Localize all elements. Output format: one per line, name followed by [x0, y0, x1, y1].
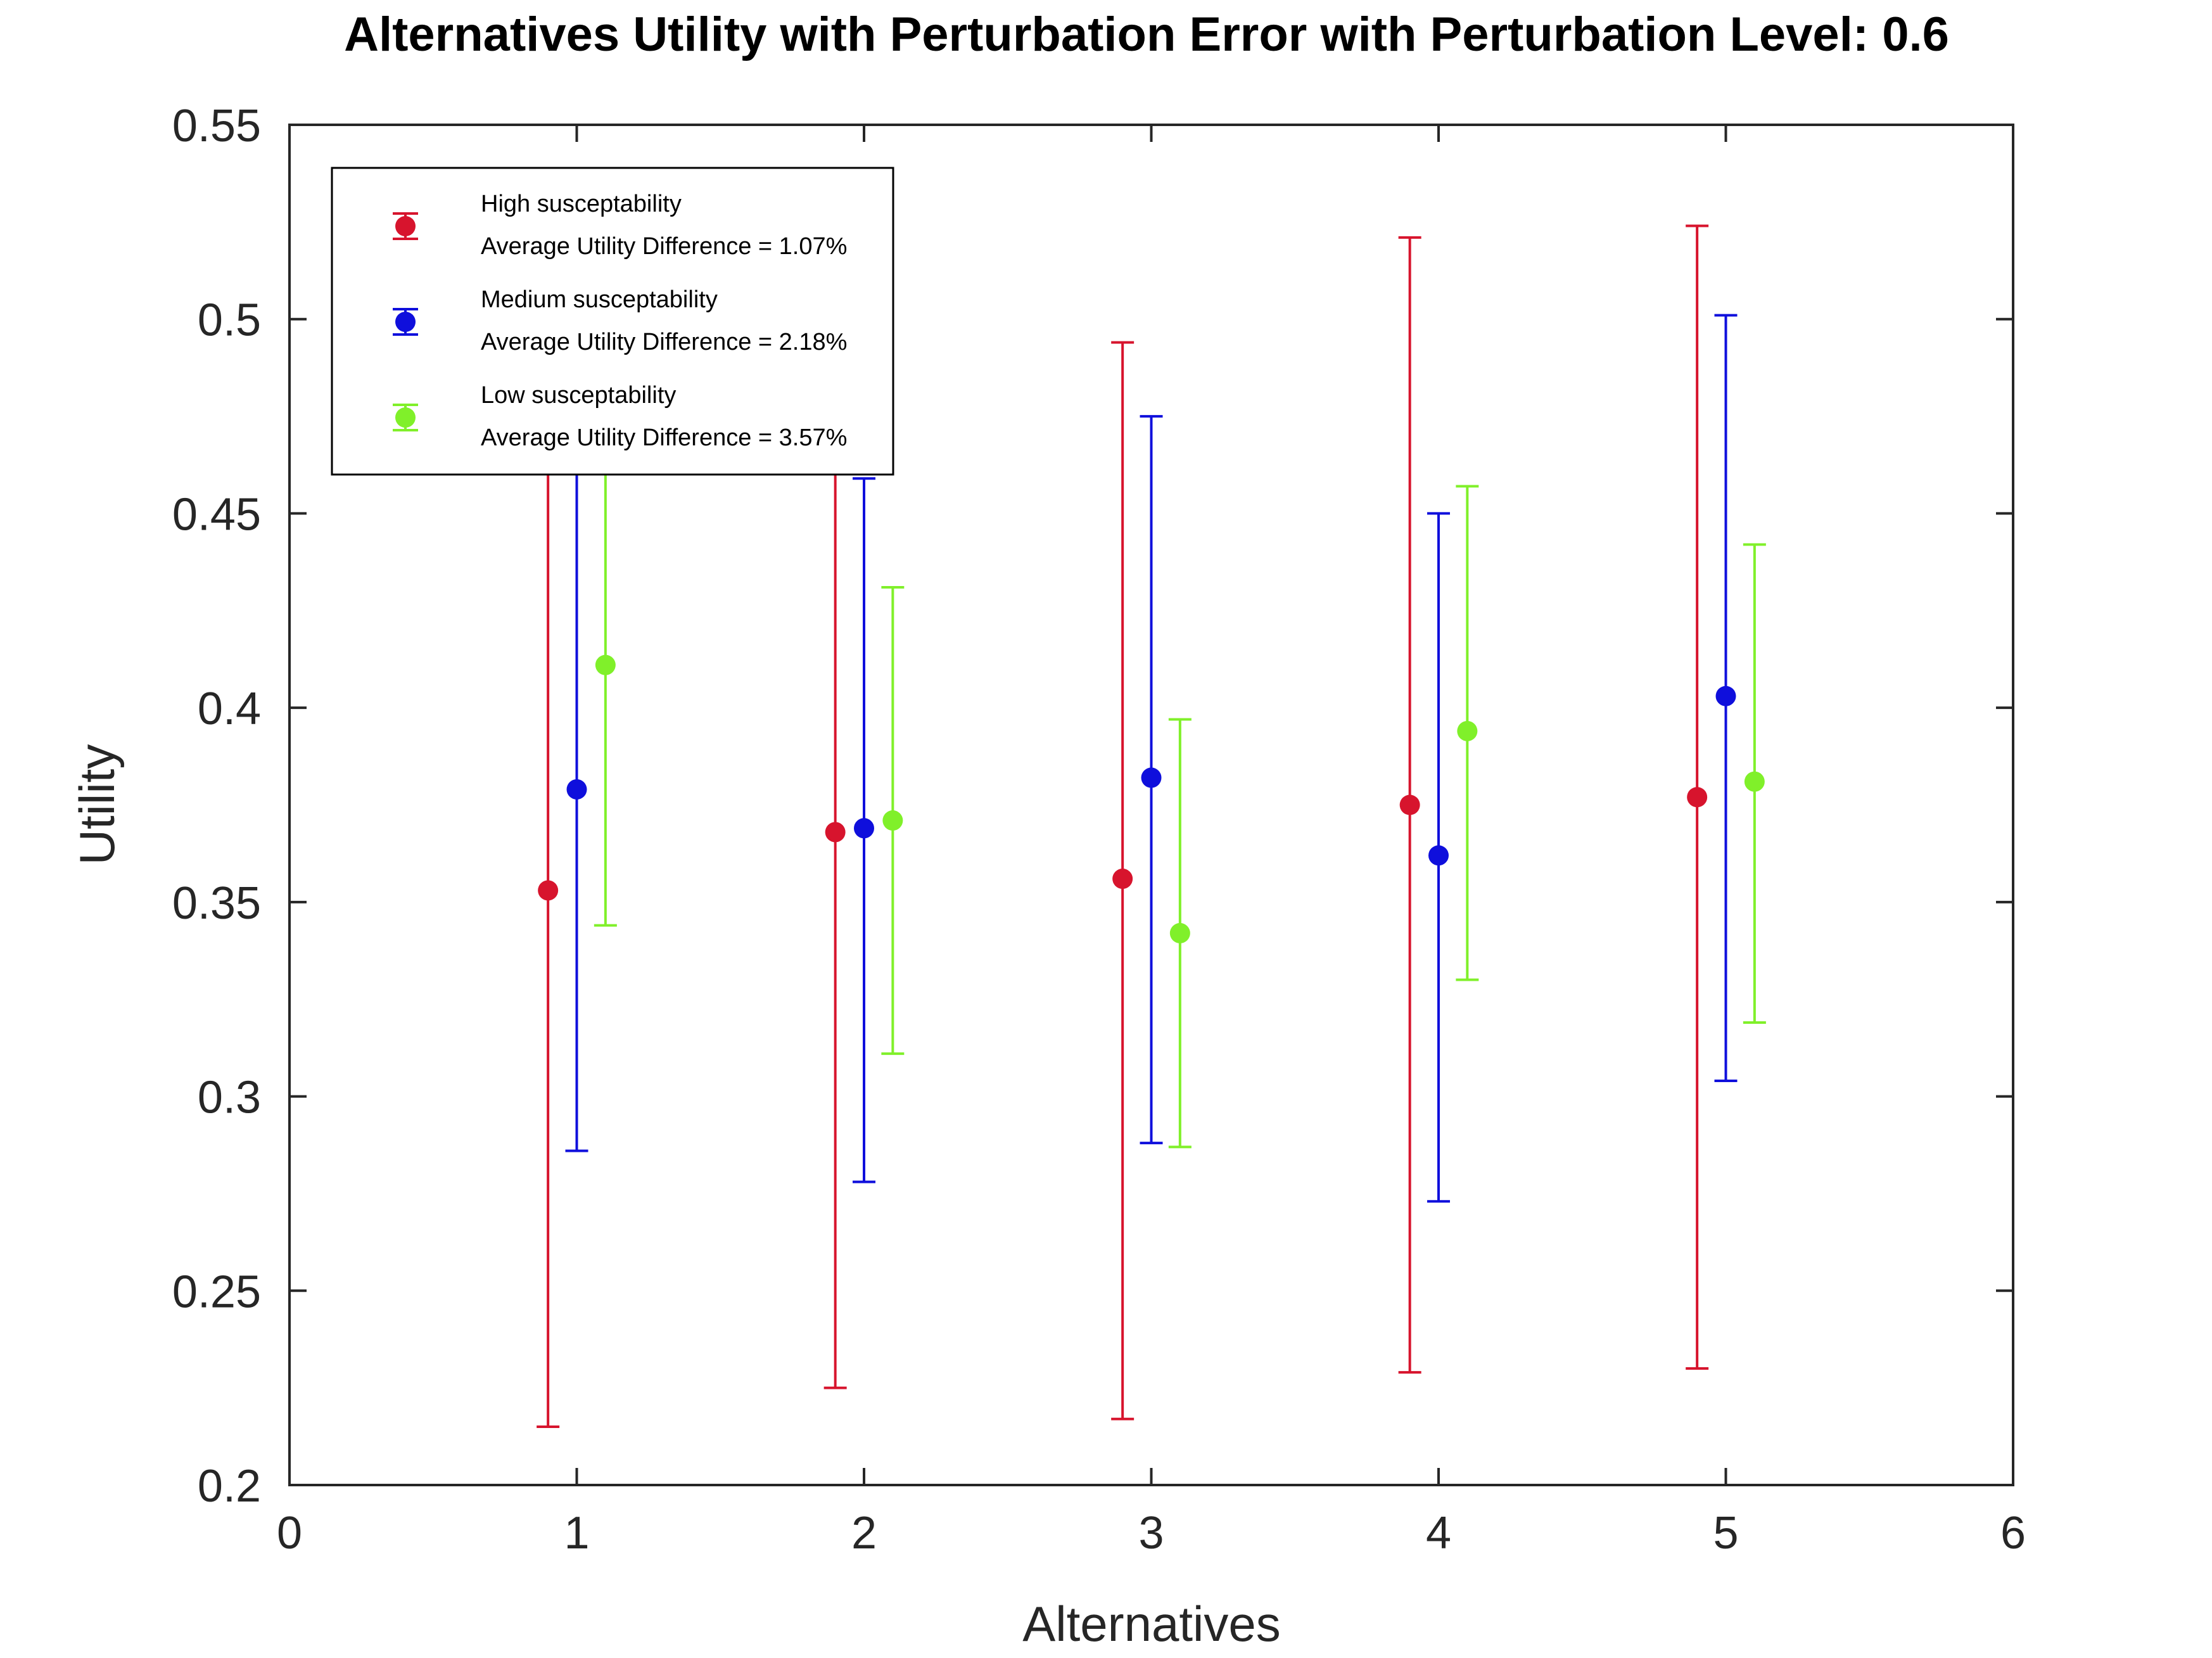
x-tick-label: 2 — [851, 1508, 877, 1559]
x-tick-label: 1 — [564, 1508, 589, 1559]
y-tick-label: 0.35 — [172, 878, 261, 929]
x-tick-label: 0 — [277, 1508, 302, 1559]
legend-series-note: Average Utility Difference = 2.18% — [481, 329, 847, 355]
x-tick-label: 5 — [1713, 1508, 1738, 1559]
data-point — [1744, 771, 1765, 792]
plot-area — [537, 224, 1766, 1428]
data-point — [595, 654, 616, 675]
data-point — [1169, 922, 1190, 943]
y-tick-label: 0.2 — [198, 1461, 261, 1512]
x-axis-label: Alternatives — [1022, 1596, 1281, 1652]
legend-marker — [395, 216, 416, 236]
data-point — [1141, 767, 1162, 788]
data-point — [1687, 787, 1708, 808]
x-tick-label: 4 — [1426, 1508, 1451, 1559]
data-point — [854, 818, 874, 839]
legend-box — [331, 167, 894, 476]
y-tick-label: 0.45 — [172, 489, 261, 540]
data-point — [825, 822, 846, 843]
x-tick-label: 6 — [2000, 1508, 2026, 1559]
legend-series-name: Medium susceptability — [481, 286, 718, 313]
chart-title: Alternatives Utility with Perturbation E… — [344, 8, 1949, 61]
axes: 0 1 2 3 4 5 6 0.2 0.25 0.3 0.35 0.4 0.45 0.5 0.55 — [172, 101, 2026, 1559]
data-point — [1715, 686, 1736, 706]
legend: High susceptability Average Utility Diffe… — [331, 167, 894, 476]
data-point — [1112, 869, 1133, 890]
data-point — [1399, 794, 1420, 815]
data-point — [566, 779, 587, 800]
y-tick-label: 0.25 — [172, 1266, 261, 1317]
legend-series-note: Average Utility Difference = 1.07% — [481, 233, 847, 260]
x-tick-label: 3 — [1138, 1508, 1164, 1559]
data-point — [882, 810, 903, 831]
y-tick-label: 0.4 — [198, 684, 261, 734]
legend-marker — [395, 407, 416, 428]
data-point — [1428, 845, 1449, 866]
legend-series-name: High susceptability — [481, 191, 682, 217]
legend-series-note: Average Utility Difference = 3.57% — [481, 424, 847, 451]
y-axis-label: Utility — [69, 744, 125, 865]
data-point — [538, 880, 559, 901]
legend-series-name: Low susceptability — [481, 382, 676, 409]
y-tick-label: 0.5 — [198, 295, 261, 346]
y-tick-label: 0.55 — [172, 101, 261, 151]
y-tick-label: 0.3 — [198, 1073, 261, 1123]
legend-marker — [395, 312, 416, 332]
data-point — [1457, 720, 1478, 741]
